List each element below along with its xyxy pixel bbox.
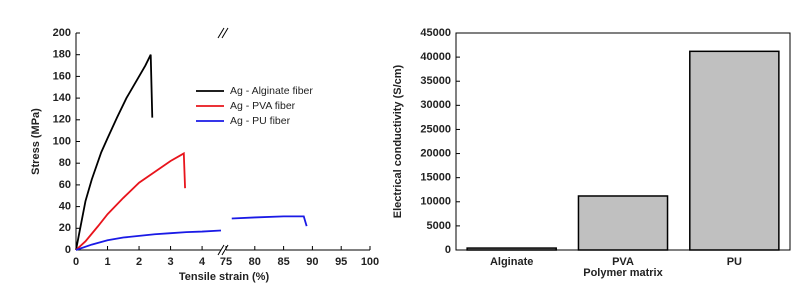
data-line (75, 151, 186, 251)
legend-label: Ag - PVA fiber (230, 100, 296, 112)
y-tick-label: 60 (59, 179, 71, 191)
y-tick-label: 180 (53, 49, 71, 61)
x-tick-label: 3 (168, 256, 174, 268)
x-tick-label: 4 (199, 256, 206, 268)
legend-label: Ag - PU fiber (230, 115, 291, 127)
x-tick-label: Alginate (490, 256, 533, 268)
x-tick-label: 75 (220, 256, 232, 268)
y-axis-label: Electrical conductivity (S/cm) (392, 64, 404, 218)
axis-break (217, 27, 229, 256)
x-tick-label: 1 (104, 256, 110, 268)
y-tick-label: 25000 (420, 123, 451, 135)
y-tick-label: 0 (65, 244, 71, 256)
x-tick-label: PU (727, 256, 742, 268)
y-tick-label: 30000 (420, 99, 451, 111)
y-tick-label: 45000 (420, 27, 451, 39)
x-tick-label: 2 (136, 256, 142, 268)
x-tick-label: 95 (335, 256, 347, 268)
y-tick-label: 100 (53, 135, 71, 147)
x-tick-label: 85 (277, 256, 289, 268)
y-tick-label: 120 (53, 114, 71, 126)
y-tick-label: 20000 (420, 147, 451, 159)
x-tick-label: 0 (73, 256, 79, 268)
y-tick-label: 40000 (420, 51, 451, 63)
y-tick-label: 20 (59, 222, 71, 234)
y-axis-label: Stress (MPa) (30, 108, 42, 175)
y-tick-label: 15000 (420, 172, 451, 184)
y-tick-label: 40 (59, 201, 71, 213)
x-tick-label: 90 (306, 256, 318, 268)
y-tick-label: 160 (53, 70, 71, 82)
y-tick-label: 0 (445, 244, 451, 256)
x-axis-label: Tensile strain (%) (179, 271, 270, 283)
data-line (75, 54, 154, 251)
bar (689, 50, 780, 251)
y-tick-label: 10000 (420, 196, 451, 208)
x-axis-label: Polymer matrix (583, 267, 663, 279)
x-tick-label: 80 (249, 256, 261, 268)
x-tick-label: 100 (361, 256, 379, 268)
x-tick-label: PVA (612, 256, 634, 268)
y-tick-label: 140 (53, 92, 71, 104)
y-tick-label: 200 (53, 27, 71, 39)
y-tick-label: 35000 (420, 75, 451, 87)
bar (466, 247, 557, 251)
bar (577, 195, 669, 251)
y-tick-label: 80 (59, 157, 71, 169)
data-line (75, 215, 308, 251)
y-tick-label: 5000 (427, 220, 451, 232)
legend-label: Ag - Alginate fiber (230, 85, 313, 97)
